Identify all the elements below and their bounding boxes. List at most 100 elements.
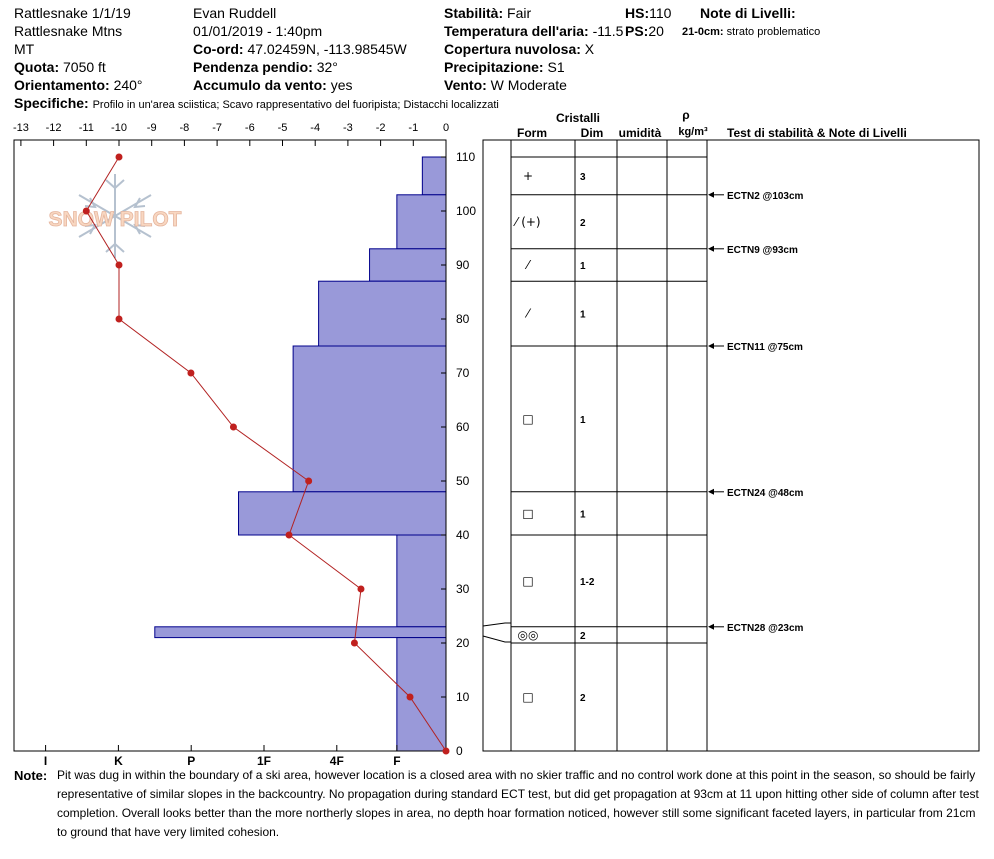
- depth-tick-label: 80: [456, 312, 470, 326]
- snowflake-icon: [78, 174, 152, 258]
- test-arrow-head: [708, 343, 714, 349]
- date-time: 01/01/2019 - 1:40pm: [193, 23, 323, 39]
- layer-note: 21-0cm: strato problematico: [682, 24, 820, 40]
- temp-tick-label: -8: [180, 122, 190, 134]
- note-text: Pit was dug in within the boundary of a …: [57, 768, 979, 839]
- wind-load-value: yes: [330, 77, 353, 93]
- grain-size: 1: [580, 509, 586, 520]
- test-arrow-head: [708, 623, 714, 630]
- temperature-point: [442, 747, 450, 755]
- aspect: Orientamento: 240°: [14, 77, 143, 93]
- layer-note-text: strato problematico: [726, 26, 821, 38]
- hardness-bar: [369, 248, 447, 282]
- grain-size: 3: [580, 172, 586, 183]
- depth-tick-label: 0: [456, 744, 463, 758]
- temperature-line: [85, 156, 447, 752]
- grain-size: 1: [580, 310, 586, 321]
- depth-tick-label: 60: [456, 420, 470, 434]
- plot-frame: [13, 139, 447, 752]
- stability-test-label: ECTN24 @48cm: [727, 488, 804, 499]
- note-label: Note:: [14, 768, 48, 783]
- temp-tick-label: -6: [245, 122, 255, 134]
- hardness-bar: [396, 534, 447, 628]
- sky-label: Copertura nuvolosa:: [444, 41, 581, 57]
- grain-size: 2: [580, 218, 586, 229]
- hardness-bar: [396, 637, 447, 752]
- hardness-bar: [318, 280, 447, 347]
- elevation: Quota: 7050 ft: [14, 59, 106, 75]
- temperature-point: [285, 531, 293, 539]
- temp-tick-label: -10: [111, 122, 127, 134]
- temp-tick-label: -1: [408, 122, 418, 134]
- sky-value: X: [584, 41, 595, 57]
- hardness-tick-label: K: [114, 754, 123, 768]
- grain-form: □: [522, 574, 533, 588]
- stability-test-label: ECTN28 @23cm: [727, 623, 804, 634]
- layer-connector: [482, 635, 511, 643]
- depth-tick-label: 40: [456, 528, 470, 542]
- temperature-point: [187, 369, 195, 377]
- slope-value: 32°: [316, 59, 338, 75]
- grain-form: ⁄: [524, 258, 532, 272]
- stability-test-label: ECTN2 @103cm: [727, 191, 804, 202]
- observer: Evan Ruddell: [193, 5, 277, 21]
- ps-label: PS:: [625, 23, 649, 39]
- ps-value: 20: [648, 23, 664, 39]
- air-temp-label: Temperatura dell'aria:: [444, 23, 589, 39]
- temp-tick-label: -9: [147, 122, 157, 134]
- depth-tick-label: 70: [456, 366, 470, 380]
- grain-form: □: [522, 412, 533, 426]
- specifics: Specifiche: Profilo in un'area sciistica…: [14, 95, 499, 113]
- form-header: Form: [517, 126, 547, 140]
- hardness-tick-label: 4F: [330, 754, 344, 768]
- temp-tick-label: -7: [212, 122, 222, 134]
- aspect-value: 240°: [113, 77, 143, 93]
- layer-notes-title: Note di Livelli:: [700, 5, 796, 21]
- temp-tick-label: -3: [343, 122, 353, 134]
- elevation-value: 7050 ft: [63, 59, 106, 75]
- temp-tick-label: 0: [443, 122, 449, 134]
- wind-label: Vento:: [444, 77, 487, 93]
- wind-loading: Accumulo da vento: yes: [193, 77, 352, 93]
- stability-tests-header: Test di stabilità & Note di Livelli: [727, 126, 907, 140]
- density-unit-header: kg/m³: [678, 126, 708, 138]
- grain-size: 2: [580, 631, 586, 642]
- right-table: Cristalli Form Dim umidità ρ kg/m³ Test di sta…: [482, 108, 980, 752]
- table-frame: [482, 139, 980, 752]
- temp-tick-label: -12: [46, 122, 62, 134]
- hardness-tick-label: P: [187, 754, 195, 768]
- layer-connector: [482, 622, 511, 627]
- temperature-point: [115, 153, 123, 161]
- temp-tick-label: -13: [13, 122, 29, 134]
- stability-test-label: ECTN9 @93cm: [727, 245, 798, 256]
- crystals-header: Cristalli: [556, 111, 600, 125]
- size-header: Dim: [581, 126, 604, 140]
- grain-form: □: [522, 506, 533, 520]
- grain-size: 2: [580, 693, 586, 704]
- stability-value: Fair: [507, 5, 532, 21]
- layer-note-depth: 21-0cm:: [682, 26, 724, 38]
- grain-form: □: [522, 690, 533, 704]
- hardness-tick-label: 1F: [257, 754, 271, 768]
- depth-tick-label: 100: [456, 204, 476, 218]
- temp-tick-label: -5: [278, 122, 288, 134]
- hardness-tick-label: I: [44, 754, 47, 768]
- snowpilot-watermark: SNOW PILOT: [48, 174, 182, 258]
- elevation-label: Quota:: [14, 59, 60, 75]
- temperature-point: [406, 693, 414, 701]
- grain-size: 1: [580, 415, 586, 426]
- depth-tick-label: 50: [456, 474, 470, 488]
- precip-value: S1: [547, 59, 565, 75]
- hs-label: HS:: [625, 5, 650, 21]
- wind-value: W Moderate: [490, 77, 567, 93]
- specifics-label: Specifiche:: [14, 95, 89, 111]
- state-name: MT: [14, 41, 35, 57]
- hs-value: 110: [649, 5, 672, 21]
- watermark-text: SNOW PILOT: [49, 208, 182, 231]
- temp-tick-label: -2: [376, 122, 386, 134]
- air-temperature: Temperatura dell'aria: -11.5: [444, 23, 623, 39]
- stability-test-label: ECTN11 @75cm: [727, 342, 803, 353]
- wind: Vento: W Moderate: [444, 77, 567, 93]
- depth-tick-label: 90: [456, 258, 470, 272]
